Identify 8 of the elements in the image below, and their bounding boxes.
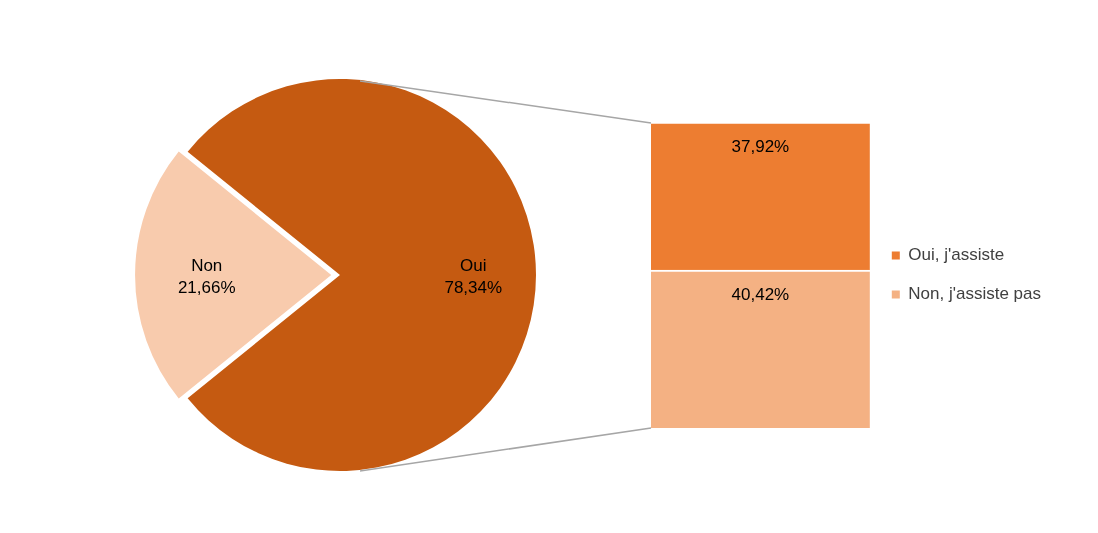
legend-label: Non, j'assiste pas <box>908 284 1042 304</box>
data-label: 78,34% <box>444 278 503 297</box>
data-label: 21,66% <box>177 278 236 297</box>
slice-label: Oui <box>460 256 487 275</box>
data-label: 37,92% <box>731 137 790 156</box>
data-label: 40,42% <box>731 285 790 305</box>
legend-label: Oui, j'assiste <box>908 245 1005 265</box>
slice-label: Non <box>191 256 223 275</box>
